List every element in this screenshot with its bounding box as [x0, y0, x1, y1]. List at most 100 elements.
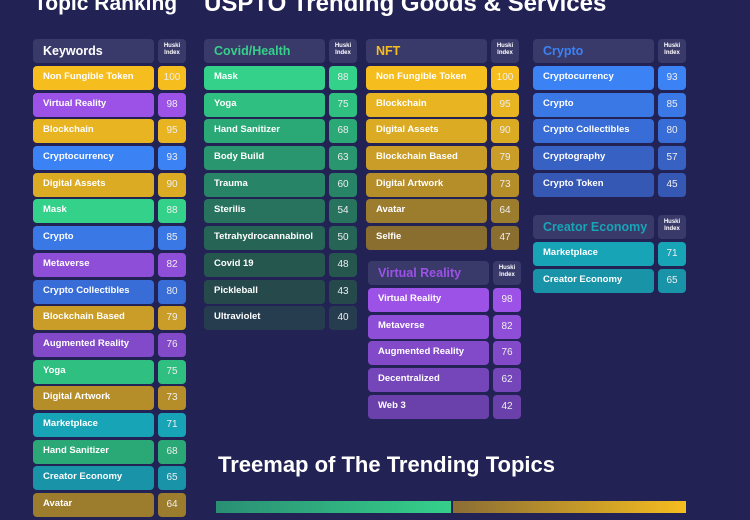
table-row: Non Fungible Token 100	[33, 66, 186, 90]
row-value: 73	[158, 386, 186, 411]
row-value: 80	[158, 279, 186, 304]
row-value: 76	[493, 341, 521, 366]
row-value: 93	[158, 146, 186, 171]
table-row: Crypto Collectibles 80	[33, 279, 186, 304]
row-label: Hand Sanitizer	[33, 439, 154, 464]
table-row: Yoga 75	[204, 92, 357, 117]
row-label: Selfie	[366, 226, 487, 251]
table-row: Tetrahydrocannabinol 50	[204, 226, 357, 251]
treemap-tile-covid-health	[216, 501, 451, 513]
row-label: Non Fungible Token	[33, 66, 154, 90]
table-row: Virtual Reality 98	[368, 288, 521, 312]
row-label: Digital Assets	[33, 172, 154, 197]
row-value: 88	[158, 199, 186, 224]
row-value: 76	[158, 332, 186, 357]
row-label: Crypto Collectibles	[33, 279, 154, 304]
row-label: Virtual Reality	[368, 288, 489, 312]
table-row: Ultraviolet 40	[204, 306, 357, 331]
row-value: 48	[329, 252, 357, 277]
table-header: Crypto Huski Index	[533, 39, 686, 63]
row-value: 85	[658, 92, 686, 117]
row-label: Tetrahydrocannabinol	[204, 226, 325, 251]
row-label: Mask	[204, 66, 325, 90]
nft-table: NFT Huski Index Non Fungible Token 100 Block…	[366, 39, 519, 253]
treemap-tile-nft	[453, 501, 686, 513]
table-row: Blockchain Based 79	[33, 306, 186, 331]
row-value: 85	[158, 226, 186, 251]
row-label: Yoga	[33, 359, 154, 384]
table-row: Mask 88	[204, 66, 357, 90]
row-value: 75	[158, 359, 186, 384]
table-row: Digital Assets 90	[33, 172, 186, 197]
table-header: Virtual Reality Huski Index	[368, 261, 521, 285]
table-row: Avatar 64	[366, 199, 519, 224]
row-label: Digital Artwork	[366, 172, 487, 197]
row-value: 100	[158, 66, 186, 90]
row-label: Marketplace	[533, 242, 654, 266]
row-value: 100	[491, 66, 519, 90]
row-label: Cryptocurrency	[33, 146, 154, 171]
row-label: Ultraviolet	[204, 306, 325, 331]
row-label: Crypto Token	[533, 172, 654, 197]
row-value: 75	[329, 92, 357, 117]
row-label: Blockchain Based	[33, 306, 154, 331]
row-value: 79	[491, 146, 519, 171]
row-label: Crypto	[533, 92, 654, 117]
table-row: Blockchain 95	[366, 92, 519, 117]
table-row: Crypto Token 45	[533, 172, 686, 197]
row-label: Crypto Collectibles	[533, 119, 654, 144]
row-value: 68	[329, 119, 357, 144]
huski-index-label: Huski Index	[329, 39, 357, 63]
column-title: Crypto	[533, 39, 654, 63]
table-row: Yoga 75	[33, 359, 186, 384]
table-row: Covid 19 48	[204, 252, 357, 277]
row-value: 82	[493, 314, 521, 339]
row-label: Augmented Reality	[368, 341, 489, 366]
table-row: Selfie 47	[366, 226, 519, 251]
row-label: Mask	[33, 199, 154, 224]
row-label: Creator Economy	[33, 466, 154, 491]
treemap-title: Treemap of The Trending Topics	[218, 452, 555, 477]
row-label: Cryptography	[533, 146, 654, 171]
row-label: Non Fungible Token	[366, 66, 487, 90]
table-header: NFT Huski Index	[366, 39, 519, 63]
table-row: Decentralized 62	[368, 368, 521, 393]
row-value: 60	[329, 172, 357, 197]
keywords-table: Keywords Huski Index Non Fungible Token 100…	[33, 39, 186, 520]
table-row: Crypto 85	[533, 92, 686, 117]
table-row: Non Fungible Token 100	[366, 66, 519, 90]
row-label: Web 3	[368, 394, 489, 419]
table-row: Body Build 63	[204, 146, 357, 171]
row-value: 79	[158, 306, 186, 331]
table-header: Covid/Health Huski Index	[204, 39, 357, 63]
table-row: Cryptocurrency 93	[533, 66, 686, 90]
huski-index-label: Huski Index	[493, 261, 521, 285]
row-value: 54	[329, 199, 357, 224]
row-value: 71	[658, 242, 686, 266]
table-row: Creator Economy 65	[33, 466, 186, 491]
crypto-table: Crypto Huski Index Cryptocurrency 93 Crypto 8…	[533, 39, 686, 199]
uspto-title: USPTO Trending Goods & Services	[204, 0, 607, 17]
table-row: Hand Sanitizer 68	[33, 439, 186, 464]
table-row: Virtual Reality 98	[33, 92, 186, 117]
huski-index-label: Huski Index	[658, 215, 686, 239]
table-row: Metaverse 82	[368, 314, 521, 339]
row-label: Sterilis	[204, 199, 325, 224]
row-value: 64	[158, 493, 186, 517]
row-value: 42	[493, 394, 521, 419]
huski-index-label: Huski Index	[658, 39, 686, 63]
table-row: Crypto Collectibles 80	[533, 119, 686, 144]
row-value: 57	[658, 146, 686, 171]
row-value: 93	[658, 66, 686, 90]
row-value: 71	[158, 412, 186, 437]
row-label: Augmented Reality	[33, 332, 154, 357]
row-label: Blockchain Based	[366, 146, 487, 171]
table-row: Cryptography 57	[533, 146, 686, 171]
row-label: Crypto	[33, 226, 154, 251]
row-value: 88	[329, 66, 357, 90]
table-row: Augmented Reality 76	[33, 332, 186, 357]
table-row: Digital Assets 90	[366, 119, 519, 144]
table-header: Creator Economy Huski Index	[533, 215, 686, 239]
row-value: 95	[158, 119, 186, 144]
row-value: 90	[491, 119, 519, 144]
